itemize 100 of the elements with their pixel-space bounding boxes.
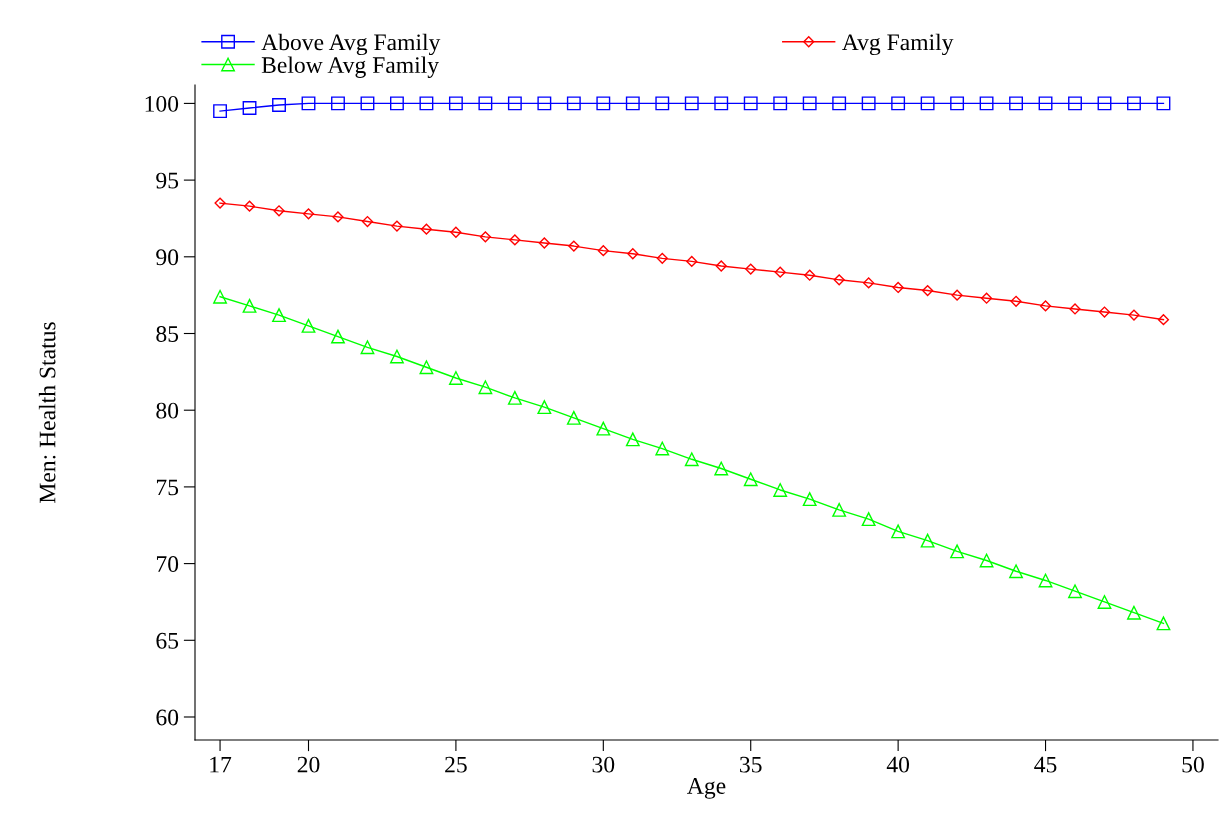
- point: [450, 226, 462, 238]
- point: [1098, 306, 1111, 318]
- point: [863, 277, 875, 289]
- point: [684, 96, 699, 111]
- point: [773, 483, 788, 497]
- point: [361, 215, 374, 228]
- y-tick-label: 90: [156, 249, 179, 266]
- point: [891, 96, 906, 111]
- point: [331, 329, 345, 344]
- point: [419, 96, 434, 111]
- point: [1097, 96, 1112, 111]
- point: [243, 200, 256, 212]
- point: [655, 96, 670, 111]
- point: [566, 96, 581, 111]
- x-tick-label: 17: [210, 756, 232, 773]
- point: [1128, 309, 1140, 321]
- y-tick-label: 100: [145, 95, 179, 112]
- y-tick-label: 95: [156, 172, 179, 189]
- point: [1156, 96, 1171, 111]
- x-tick-label: 50: [1182, 756, 1204, 773]
- point: [332, 211, 344, 223]
- point: [213, 289, 228, 304]
- point: [951, 289, 963, 301]
- point: [773, 96, 788, 111]
- point: [1068, 584, 1082, 599]
- point: [1038, 96, 1053, 111]
- point: [656, 252, 668, 264]
- point: [743, 472, 758, 487]
- point: [448, 371, 463, 385]
- point: [390, 96, 404, 111]
- point: [832, 96, 847, 111]
- point: [360, 340, 375, 355]
- point: [302, 208, 315, 220]
- point: [745, 263, 757, 275]
- point: [507, 96, 522, 111]
- point: [980, 292, 993, 304]
- y-tick-label: 65: [156, 632, 179, 649]
- point: [509, 234, 521, 246]
- point: [802, 96, 817, 111]
- point: [479, 231, 491, 243]
- point: [242, 298, 257, 313]
- point: [391, 220, 403, 232]
- y-tick-label: 85: [156, 325, 179, 342]
- point: [1038, 573, 1053, 588]
- legend-label: Below Avg Family: [261, 56, 439, 78]
- point: [1010, 295, 1022, 307]
- point: [861, 512, 876, 527]
- point: [774, 266, 786, 278]
- point: [596, 96, 611, 111]
- legend-label: Above Avg Family: [261, 33, 441, 56]
- legend-label: Avg Family: [842, 33, 954, 56]
- point: [331, 96, 345, 111]
- point: [272, 308, 286, 323]
- y-tick-label: 75: [156, 479, 179, 496]
- point: [242, 101, 257, 115]
- point: [684, 452, 699, 467]
- point: [950, 96, 965, 111]
- x-tick-label: 35: [740, 756, 762, 773]
- point: [625, 432, 640, 447]
- point: [1127, 96, 1141, 111]
- point: [743, 96, 758, 111]
- y-tick-label: 80: [156, 402, 179, 419]
- point: [715, 260, 727, 272]
- point: [1097, 594, 1112, 609]
- point: [950, 544, 965, 559]
- point: [273, 205, 285, 217]
- point: [538, 237, 550, 249]
- point: [301, 96, 316, 111]
- point: [507, 390, 522, 405]
- point: [892, 281, 904, 294]
- point: [714, 461, 729, 476]
- point: [802, 492, 817, 507]
- point: [920, 96, 935, 111]
- point: [979, 96, 994, 111]
- point: [448, 96, 463, 111]
- x-tick-label: 25: [445, 756, 467, 773]
- point: [301, 318, 316, 333]
- point: [920, 533, 935, 548]
- point: [686, 255, 698, 268]
- point: [420, 223, 433, 235]
- point: [272, 97, 286, 112]
- y-tick-label: 60: [156, 709, 179, 726]
- point: [597, 245, 609, 257]
- point: [360, 96, 375, 111]
- point: [627, 248, 639, 260]
- point: [833, 274, 845, 286]
- point: [832, 502, 847, 517]
- point: [478, 96, 493, 111]
- point: [1157, 314, 1170, 326]
- x-tick-label: 45: [1034, 756, 1057, 773]
- point: [714, 96, 729, 111]
- point: [655, 441, 670, 456]
- point: [1009, 564, 1023, 579]
- point: [1068, 96, 1082, 111]
- point: [625, 96, 640, 111]
- point: [213, 104, 228, 119]
- point: [419, 360, 434, 375]
- x-tick-label: 20: [297, 756, 320, 773]
- point: [537, 96, 552, 111]
- point: [979, 553, 994, 568]
